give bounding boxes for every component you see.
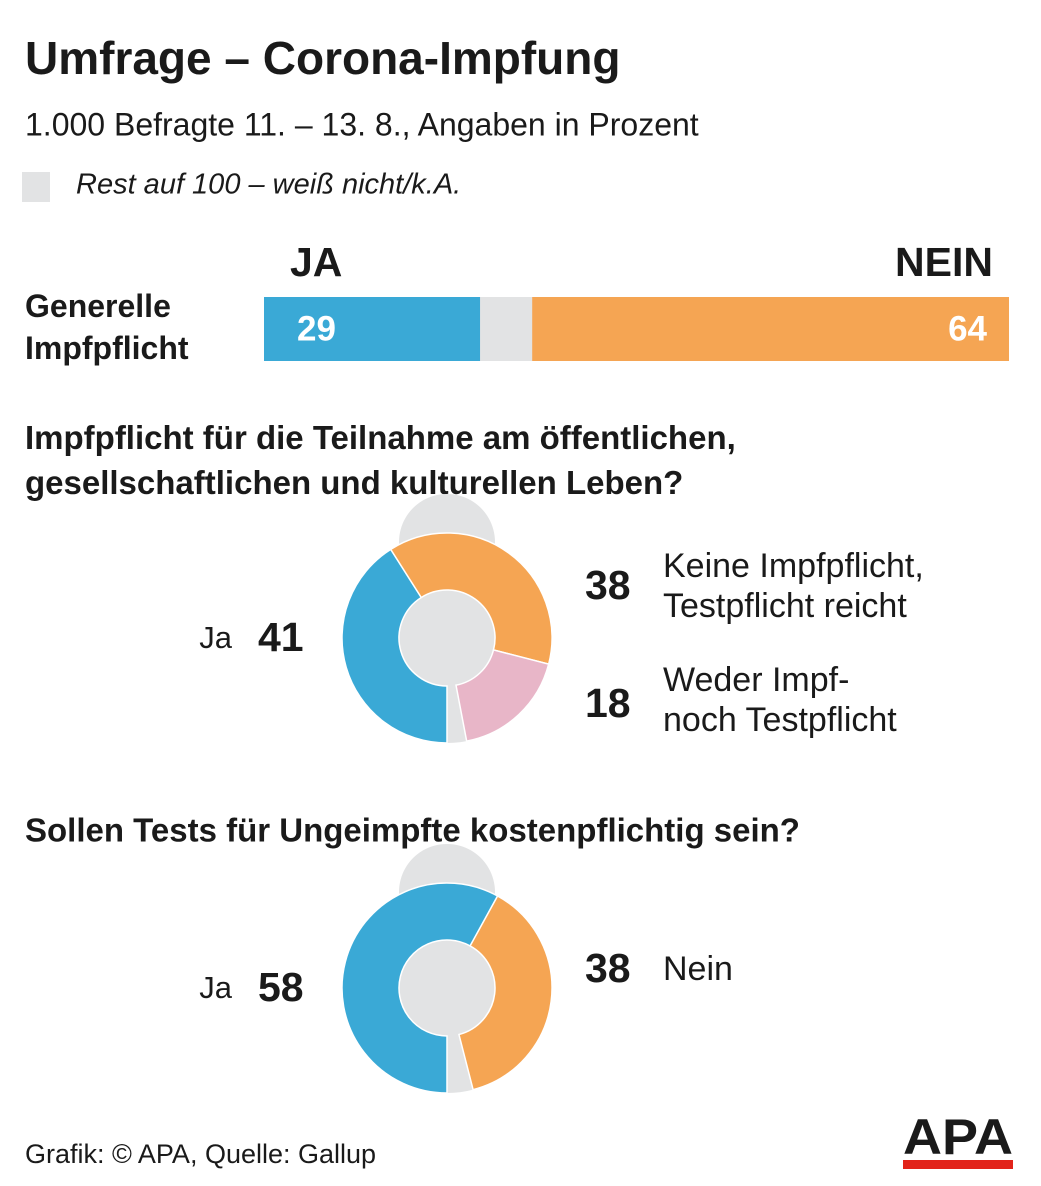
category-label: Nein — [663, 950, 733, 988]
bar-segment — [264, 297, 481, 361]
category-label: Generelle Impfpflicht — [25, 288, 189, 366]
value-label: 58 — [258, 964, 304, 1010]
value-label: 41 — [258, 614, 304, 660]
value-label: 29 — [297, 309, 336, 348]
question: Sollen Tests für Ungeimpfte kostenpflich… — [25, 812, 800, 849]
rest-swatch — [22, 172, 50, 202]
category-label: Ja — [199, 970, 233, 1005]
donut-segment — [455, 649, 550, 743]
donut-segment — [458, 894, 553, 1091]
value-label: 64 — [948, 309, 987, 348]
rest-note: Rest auf 100 – weiß nicht/k.A. — [76, 169, 461, 201]
donut-segment — [389, 532, 553, 666]
category-label: Weder Impf-noch Testpflicht — [663, 661, 897, 739]
subtitle: 1.000 Befragte 11. – 13. 8., Angaben in … — [25, 106, 699, 142]
logo-bar — [903, 1160, 1013, 1169]
value-label: 38 — [585, 562, 631, 608]
question: Impfpflicht für die Teilnahme am öffentl… — [25, 419, 736, 501]
series-label: JA — [290, 239, 342, 285]
value-label: 18 — [585, 680, 631, 726]
value-label: 38 — [585, 945, 631, 991]
logo: APA — [903, 1109, 1013, 1165]
bar-segment — [532, 297, 1009, 361]
series-label: NEIN — [895, 239, 993, 285]
category-label: Ja — [199, 620, 233, 655]
category-label: Keine Impfpflicht, Testpflicht reicht — [663, 547, 924, 625]
title: Umfrage – Corona-Impfung — [25, 32, 620, 84]
donut-segment — [341, 882, 499, 1094]
source: Grafik: © APA, Quelle: Gallup — [25, 1139, 376, 1169]
